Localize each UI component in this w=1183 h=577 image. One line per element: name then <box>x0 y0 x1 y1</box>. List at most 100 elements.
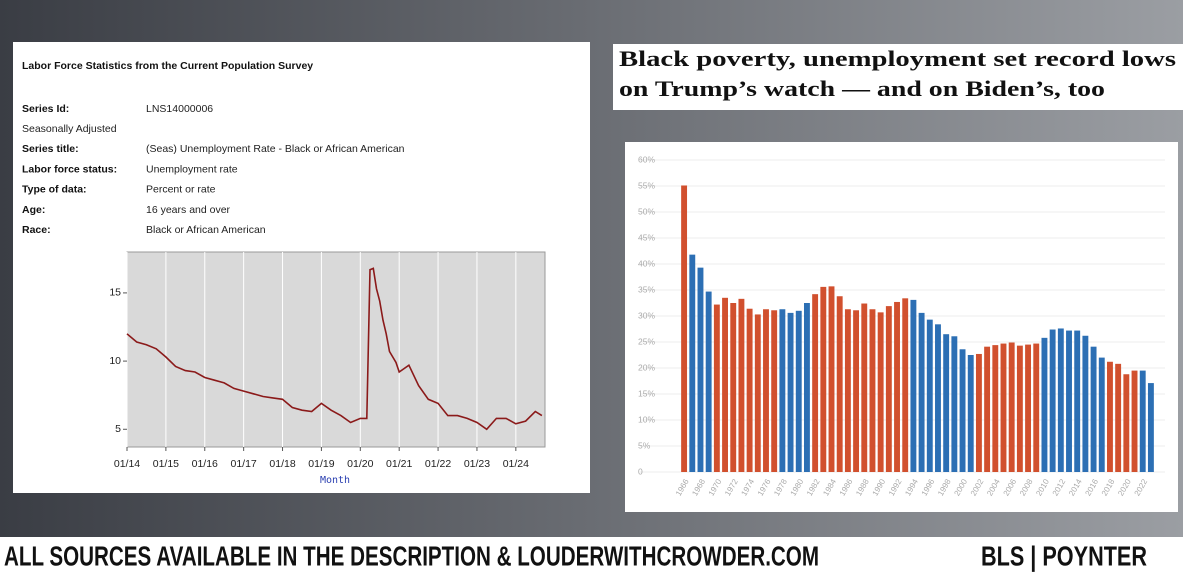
y-tick-label: 15% <box>638 388 655 398</box>
field-value: Unemployment rate <box>146 163 238 175</box>
bar <box>1131 370 1138 472</box>
bar <box>836 296 843 472</box>
field-label: Labor force status: <box>22 163 117 175</box>
bar <box>803 303 810 472</box>
x-axis-label: Month <box>320 475 350 486</box>
footer-bar <box>0 537 1183 577</box>
data-line <box>126 267 543 431</box>
y-tick-label: 30% <box>638 310 655 320</box>
panel-note: Seasonally Adjusted <box>22 123 117 135</box>
y-tick-label: 10% <box>638 414 655 424</box>
bar <box>705 291 712 472</box>
y-tick-label: 50% <box>638 206 655 216</box>
bar <box>713 304 720 472</box>
bar <box>877 312 884 472</box>
bar <box>902 298 909 472</box>
bar <box>746 308 753 472</box>
bar <box>975 353 982 472</box>
bar <box>1008 342 1015 472</box>
bar <box>754 314 761 472</box>
bar <box>1115 363 1122 472</box>
bar <box>828 286 835 472</box>
y-tick-label: 20% <box>638 362 655 372</box>
bar <box>1074 330 1081 472</box>
plot-area <box>126 251 546 448</box>
bar <box>935 324 941 472</box>
x-tick-label: 01/24 <box>503 458 529 470</box>
bar <box>894 301 900 472</box>
field-value: Black or African American <box>146 224 266 236</box>
footer-credit: BLS | POYNTER <box>981 540 1147 571</box>
x-tick-label: 01/21 <box>386 458 412 470</box>
bar <box>1066 330 1072 472</box>
bar <box>1049 329 1056 472</box>
y-tick-label: 25% <box>638 336 655 346</box>
bar <box>779 309 786 472</box>
bar <box>1082 335 1089 472</box>
y-tick-label: 45% <box>638 232 655 242</box>
bar <box>984 346 991 472</box>
bar <box>1098 357 1105 472</box>
field-value: (Seas) Unemployment Rate - Black or Afri… <box>146 143 405 155</box>
bar <box>1041 337 1048 472</box>
field-label: Series title: <box>22 143 79 155</box>
headline-line: Black poverty, unemployment set record l… <box>619 46 1177 71</box>
bar <box>844 309 851 472</box>
bar <box>910 299 917 472</box>
bar <box>795 310 802 472</box>
bar <box>951 336 958 472</box>
bar <box>812 294 819 472</box>
panel-title: Labor Force Statistics from the Current … <box>22 60 313 72</box>
headline-box <box>613 44 1183 110</box>
bar <box>722 297 728 472</box>
bar <box>1123 374 1130 472</box>
field-label: Race: <box>22 224 51 236</box>
field-value: 16 years and over <box>146 204 231 216</box>
bar <box>820 286 827 472</box>
bar <box>1139 370 1146 472</box>
bar <box>943 334 950 472</box>
field-label: Series Id: <box>22 103 69 115</box>
bar <box>787 312 794 472</box>
y-tick-label: 5% <box>638 440 651 450</box>
bar <box>763 309 769 472</box>
bar <box>959 349 966 472</box>
y-tick-label: 60% <box>638 154 655 164</box>
bar <box>926 319 933 472</box>
y-tick-label: 5 <box>115 423 121 435</box>
bar <box>885 306 892 472</box>
y-tick-label: 15 <box>109 287 121 299</box>
y-tick-label: 35% <box>638 284 655 294</box>
bar <box>853 310 860 472</box>
bar <box>1025 344 1032 472</box>
bar <box>1147 383 1154 472</box>
bar <box>1090 346 1097 472</box>
bar <box>1057 328 1064 472</box>
bar <box>1016 345 1023 472</box>
y-tick-label: 55% <box>638 180 655 190</box>
bar <box>681 185 688 473</box>
x-tick-label: 01/15 <box>153 458 179 470</box>
x-tick-label: 01/19 <box>308 458 334 470</box>
bar <box>992 345 999 472</box>
x-tick-label: 01/23 <box>464 458 490 470</box>
bar <box>1033 343 1040 472</box>
headline-line: on Trump’s watch — and on Biden’s, too <box>619 76 1105 101</box>
x-tick-label: 01/16 <box>192 458 218 470</box>
bar <box>967 355 974 472</box>
x-tick-label: 01/22 <box>425 458 451 470</box>
bar <box>1000 343 1007 472</box>
y-tick-label: 40% <box>638 258 655 268</box>
field-label: Age: <box>22 204 45 216</box>
field-value: LNS14000006 <box>146 103 213 115</box>
bar <box>869 309 876 472</box>
footer-sources: ALL SOURCES AVAILABLE IN THE DESCRIPTION… <box>4 540 819 571</box>
field-value: Percent or rate <box>146 184 216 196</box>
bar <box>689 254 696 472</box>
bar <box>771 310 778 472</box>
y-tick-label: 10 <box>109 355 121 367</box>
x-tick-label: 01/20 <box>347 458 373 470</box>
bar <box>738 298 745 472</box>
bar <box>918 312 925 472</box>
